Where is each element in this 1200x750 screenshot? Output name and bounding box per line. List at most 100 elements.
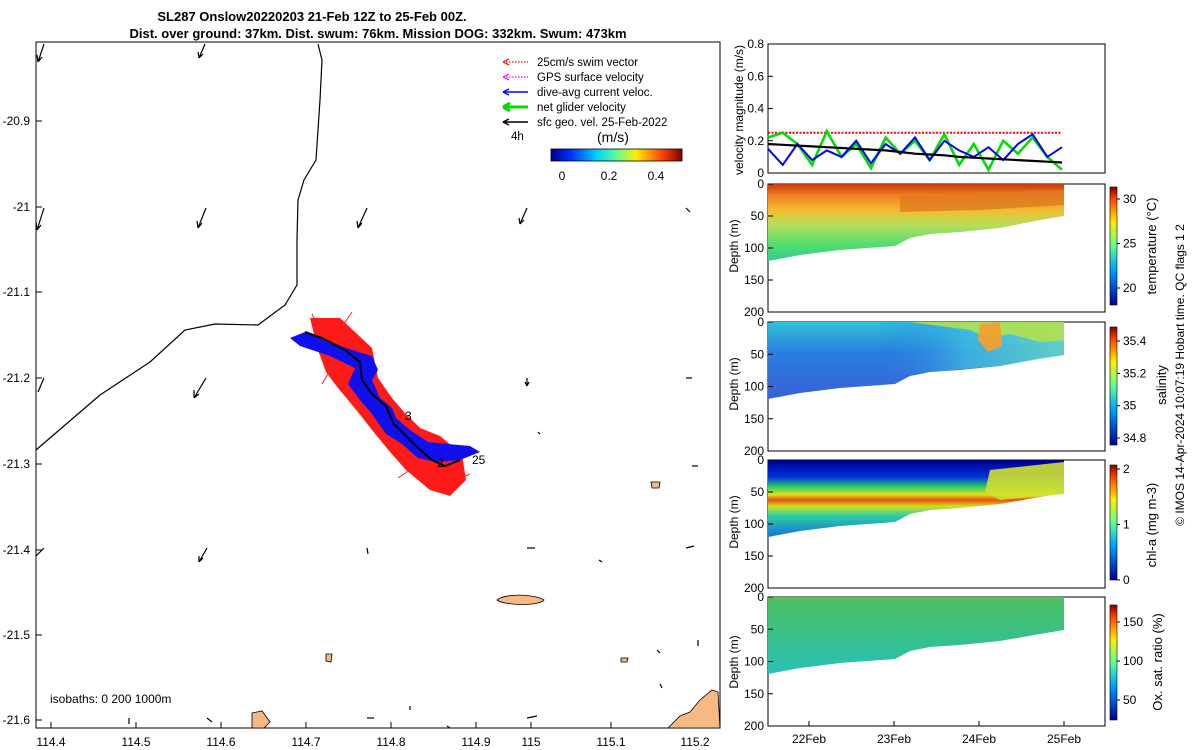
depth-tick-label: 100 (744, 655, 764, 669)
map-frame (35, 41, 721, 729)
salinity-clabel: salinity (1154, 365, 1169, 405)
depth-tick-label: 150 (744, 549, 764, 563)
island (620, 657, 629, 663)
velocity-panel: 0 0.2 0.4 0.6 0.8 velocity magnitude (m/s) (732, 37, 1106, 180)
legend-swim-vector: 25cm/s swim vector (502, 57, 638, 69)
oxygen-colorbar (1109, 604, 1118, 721)
depth-tick-label: 50 (751, 622, 765, 636)
depth-tick-label: 0 (757, 590, 764, 604)
temperature-clabel: temperature (°C) (1144, 198, 1159, 295)
salinity-ylabel: Depth (m) (727, 357, 741, 410)
island (251, 710, 271, 729)
depth-tick-label: 200 (744, 444, 764, 458)
colorbar-tick-label: 30 (1123, 192, 1137, 206)
velocity-yticks: 0 0.2 0.4 0.6 0.8 (747, 37, 773, 180)
colorbar-tick-label: 2 (1123, 462, 1130, 476)
map-title-line2: Dist. over ground: 37km. Dist. swum: 76k… (129, 26, 626, 41)
legend-label: net glider velocity (537, 102, 626, 114)
temperature-colorbar-ticks: 30 25 20 (1117, 192, 1137, 295)
colorbar-tick-label: 1 (1123, 518, 1130, 532)
oxygen-colorbar-ticks: 150 100 50 (1117, 615, 1143, 707)
velocity-ytick-label: 0.2 (747, 134, 764, 148)
lon-tick-label: 115.1 (596, 735, 625, 749)
colorbar-tick-label: 100 (1123, 654, 1143, 668)
island (325, 653, 333, 663)
chl-surface-patch (985, 462, 1064, 500)
glider-path (304, 331, 461, 468)
lon-tick-label: 114.5 (121, 735, 150, 749)
salinity-colorbar (1109, 326, 1118, 446)
lat-tick-label: -21.2 (3, 371, 31, 385)
oxygen-yticks: 0 50 100 150 200 (744, 590, 773, 733)
velocity-ytick-label: 0.8 (747, 37, 764, 51)
legend-label: GPS surface velocity (537, 72, 644, 84)
speed-colorbar-bar (550, 148, 683, 162)
oxygen-clabel: Ox. sat. ratio (%) (1150, 613, 1165, 711)
legend-gps-velocity: GPS surface velocity (502, 72, 644, 84)
salinity-panel: 0 50 100 150 200 Depth (m) 35.4 35.2 35 34.8 sa… (727, 315, 1169, 458)
swim-vector-tips (311, 311, 471, 481)
depth-tick-label: 150 (744, 273, 764, 287)
salinity-high-patch (978, 322, 1002, 352)
time-marker: 4h (511, 131, 524, 143)
velocity-ytick-label: 0 (757, 166, 764, 180)
chl-yticks: 0 50 100 150 200 (744, 453, 773, 595)
oxygen-field (768, 597, 1064, 674)
map-ticks: 114.4 114.5 114.6 114.7 114.8 114.9 115 115.1 11… (3, 114, 710, 749)
lon-tick-label: 114.7 (291, 735, 320, 749)
oxygen-panel: 0 50 100 150 200 Depth (m) 150 100 50 Ox. sat.… (727, 590, 1165, 733)
lat-tick-label: -21.1 (3, 285, 31, 299)
colorbar-tick-label: 20 (1123, 281, 1137, 295)
track-label-3: 3 (405, 409, 412, 423)
lat-tick-label: -21.5 (3, 628, 31, 642)
speed-colorbar: 0 0.2 0.4 (550, 148, 683, 183)
depth-tick-label: 150 (744, 412, 764, 426)
depth-tick-label: 200 (744, 719, 764, 733)
temperature-panel: 0 50 100 150 200 Depth (m) 30 25 20 temperatur… (727, 177, 1159, 319)
temperature-warm-patch (900, 190, 1064, 212)
track-label-2: 2 (437, 456, 444, 470)
colorbar-tick-label: 50 (1123, 693, 1137, 707)
track-label-25: 25 (472, 453, 486, 467)
colorbar-tick-label: 34.8 (1123, 431, 1147, 445)
isobaths-label: isobaths: 0 200 1000m (50, 692, 171, 706)
oxygen-ylabel: Depth (m) (727, 635, 741, 688)
velocity-frame (767, 43, 1106, 174)
temperature-yticks: 0 50 100 150 200 (744, 177, 773, 319)
map-title-line1: SL287 Onslow20220203 21-Feb 12Z to 25-Fe… (157, 9, 466, 24)
lat-tick-label: -20.9 (3, 114, 31, 128)
depth-tick-label: 0 (757, 453, 764, 467)
velocity-ytick-label: 0.4 (747, 102, 764, 116)
date-tick-label: 25Feb (1047, 732, 1081, 746)
colorbar-tick-label: 25 (1123, 237, 1137, 251)
lon-tick-label: 115 (521, 735, 540, 749)
sfc-geo-vectors (35, 43, 699, 729)
coastline (35, 43, 323, 451)
chl-colorbar (1109, 464, 1118, 581)
legend-net-glider-velocity: net glider velocity (502, 101, 626, 114)
depth-tick-label: 0 (757, 315, 764, 329)
imos-credit: © IMOS 14-Apr-2024 10:07:19 Hobart time.… (1173, 224, 1187, 526)
lat-tick-label: -21.3 (3, 457, 31, 471)
lon-tick-label: 114.9 (461, 735, 490, 749)
colorbar-tick: 0.4 (648, 169, 665, 183)
depth-tick-label: 200 (744, 305, 764, 319)
island (650, 481, 661, 489)
date-xticks: 22Feb 23Feb 24Feb 25Feb (792, 721, 1081, 746)
legend-label: sfc geo. vel. 25-Feb-2022 (537, 117, 667, 129)
legend-label: dive-avg current veloc. (537, 87, 653, 99)
velocity-series-line (767, 132, 1063, 167)
colorbar-unit: (m/s) (597, 129, 629, 145)
depth-tick-label: 50 (751, 209, 765, 223)
date-tick-label: 22Feb (792, 732, 826, 746)
velocity-ytick-label: 0.6 (747, 69, 764, 83)
lon-tick-label: 114.4 (36, 735, 65, 749)
depth-tick-label: 200 (744, 581, 764, 595)
depth-tick-label: 100 (744, 380, 764, 394)
colorbar-tick-label: 35.2 (1123, 366, 1147, 380)
date-tick-label: 24Feb (962, 732, 996, 746)
velocity-series-line (767, 142, 1063, 164)
depth-tick-label: 50 (751, 485, 765, 499)
legend-sfc-geo-velocity: sfc geo. vel. 25-Feb-2022 (502, 117, 667, 129)
